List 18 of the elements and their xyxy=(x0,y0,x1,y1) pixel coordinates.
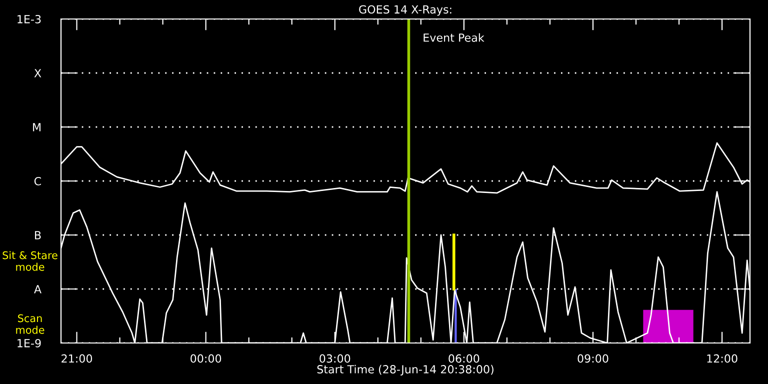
y-tick-label: M xyxy=(33,123,40,132)
y-tick-label: 1E-3 xyxy=(18,14,41,24)
x-tick-label: 00:00 xyxy=(190,354,222,363)
y-tick-label: A xyxy=(34,285,42,294)
x-tick-label: 21:00 xyxy=(62,354,92,363)
text: Sit & Stare mode xyxy=(2,251,58,271)
y-tick-label: B xyxy=(35,231,41,240)
x-axis-title: Start Time (28-Jun-14 20:38:00) xyxy=(317,364,494,376)
x-tick-label: 12:00 xyxy=(707,354,738,363)
text: Scan mode xyxy=(16,314,44,334)
y-tick-label: X xyxy=(34,69,42,78)
y-tick-label: C xyxy=(34,176,41,186)
y-tick-label: 1E-9 xyxy=(18,338,41,348)
x-tick-label: 09:00 xyxy=(578,354,608,363)
x-tick-label: 06:00 xyxy=(448,354,480,363)
ref-line-label: Event Peak xyxy=(424,33,484,42)
chart-title: GOES 14 X-Rays: xyxy=(359,5,452,16)
x-tick-label: 03:00 xyxy=(320,354,350,363)
